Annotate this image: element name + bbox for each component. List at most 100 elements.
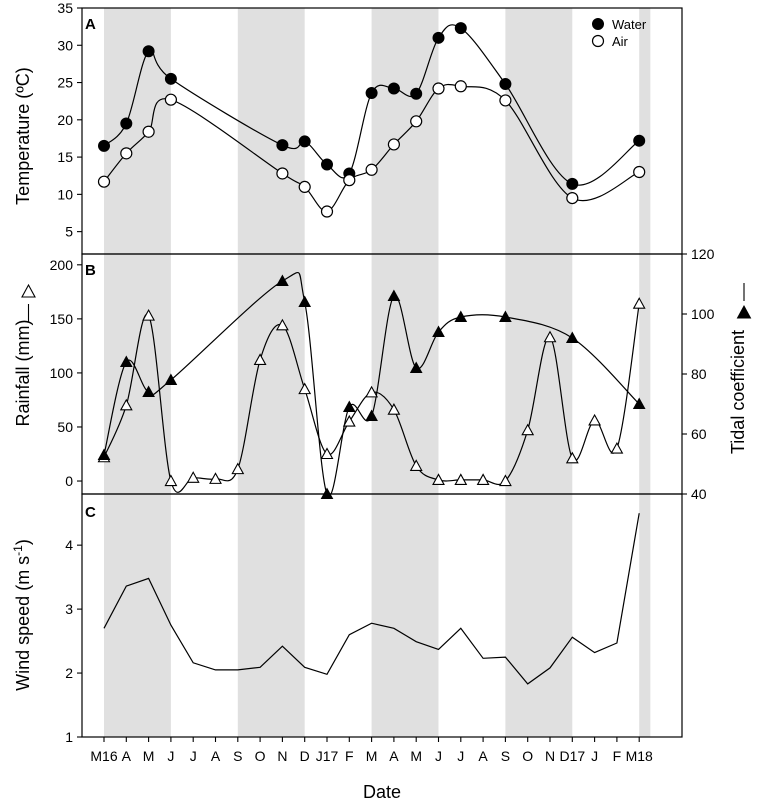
y-axis-title-tidal: Tidal coefficient: [728, 330, 748, 454]
data-point-water: [499, 78, 512, 91]
data-point-tidal: [432, 325, 445, 337]
data-point-air: [432, 82, 445, 95]
y-tick-label: 1: [65, 729, 73, 745]
y-axis-title-rainfall: Rainfall (mm): [13, 319, 33, 426]
data-point-air: [499, 94, 512, 107]
data-point-air: [298, 180, 311, 194]
x-tick-label: M: [143, 748, 155, 764]
data-point-rainfall: [209, 472, 222, 484]
data-point-tidal: [97, 448, 111, 460]
x-tick-label: F: [345, 748, 354, 764]
data-point-air: [343, 174, 356, 187]
data-point-air: [454, 80, 467, 93]
x-tick-label: N: [545, 748, 555, 764]
x-axis-title: Date: [363, 782, 401, 802]
x-tick-label: M18: [626, 748, 653, 764]
panel-label-c: C: [85, 504, 96, 521]
data-point-rainfall: [142, 308, 156, 321]
x-tick-label: A: [389, 748, 399, 764]
data-point-air: [387, 138, 400, 151]
y-axis-title-wind: Wind speed (m s-1): [11, 539, 33, 691]
data-point-tidal: [409, 361, 423, 373]
data-point-tidal: [365, 409, 378, 421]
panel-markers-a: [97, 22, 646, 218]
y-right-tick-label: 100: [691, 306, 715, 322]
data-point-water: [365, 86, 378, 99]
rainfall-key-triangle: [21, 283, 36, 298]
data-point-tidal: [565, 331, 579, 343]
y-tick-label: 4: [65, 537, 73, 553]
data-point-rainfall: [253, 353, 267, 365]
data-point-rainfall: [365, 385, 379, 398]
data-point-rainfall: [342, 414, 356, 427]
data-point-tidal: [320, 487, 334, 499]
data-point-water: [387, 82, 400, 95]
data-point-tidal: [632, 397, 646, 409]
y-tick-label: 25: [57, 75, 73, 91]
x-tick-label: D17: [559, 748, 585, 764]
data-point-water: [164, 72, 177, 85]
data-point-water: [298, 135, 311, 148]
shaded-band: [371, 8, 439, 737]
data-point-air: [120, 147, 133, 160]
data-point-rainfall: [588, 413, 602, 426]
legend-water-marker: [592, 18, 604, 30]
x-tick-label: N: [277, 748, 287, 764]
x-tick-label: M: [410, 748, 422, 764]
y-tick-label: 10: [57, 186, 73, 202]
x-tick-label: J: [190, 748, 197, 764]
x-tick-label: M16: [90, 748, 117, 764]
x-tick-label: J17: [316, 748, 339, 764]
data-point-rainfall: [543, 330, 557, 343]
panel-label-b: B: [85, 262, 96, 279]
axes-layer: 5 10 15 20 25 30 35 0 50 100 150 200 40 60 80 100 120 1 2 3…: [50, 0, 715, 764]
data-point-air: [566, 191, 579, 205]
series-line-wind-speed: [103, 513, 640, 685]
tidal-axis-key: [736, 283, 752, 319]
data-point-rainfall: [409, 459, 423, 471]
y-right-tick-label: 80: [691, 366, 707, 382]
data-point-tidal: [164, 373, 178, 385]
data-point-rainfall: [164, 474, 178, 487]
data-point-rainfall: [298, 382, 312, 395]
y-tick-label: 200: [50, 257, 74, 273]
data-point-water: [454, 22, 467, 35]
data-point-rainfall: [476, 473, 490, 485]
data-point-rainfall: [610, 441, 624, 454]
data-point-rainfall: [275, 318, 289, 331]
data-point-rainfall: [186, 471, 200, 483]
x-tick-label: A: [211, 748, 221, 764]
data-point-tidal: [142, 385, 155, 397]
data-point-rainfall: [320, 447, 334, 460]
panel-markers-b: [97, 274, 646, 499]
y-right-tick-label: 40: [691, 486, 707, 502]
tidal-key-triangle: [736, 304, 752, 319]
rainfall-axis-key: [21, 283, 36, 322]
x-tick-label: A: [122, 748, 132, 764]
data-point-water: [120, 117, 133, 130]
data-point-tidal: [276, 274, 289, 286]
legend-air-label: Air: [612, 34, 629, 49]
x-tick-label: J: [591, 748, 598, 764]
y-tick-label: 15: [57, 149, 73, 165]
data-point-water: [566, 177, 579, 190]
x-tick-label: S: [233, 748, 242, 764]
data-point-tidal: [454, 310, 468, 322]
y-tick-label: 2: [65, 665, 73, 681]
data-point-rainfall: [521, 423, 535, 436]
y-tick-label: 20: [57, 112, 73, 128]
shaded-band: [639, 8, 651, 737]
series-layer: [97, 22, 646, 685]
data-point-rainfall: [231, 462, 245, 475]
shaded-band: [237, 8, 305, 737]
x-tick-label: M: [366, 748, 378, 764]
legend-air-marker: [591, 34, 605, 48]
y-tick-label: 150: [50, 311, 74, 327]
wind-title-close: ): [13, 539, 33, 545]
data-point-air: [365, 163, 378, 176]
data-point-rainfall: [454, 473, 468, 485]
data-point-air: [276, 167, 289, 180]
wind-title-exponent: -1: [11, 545, 25, 556]
y-tick-label: 5: [65, 224, 73, 240]
